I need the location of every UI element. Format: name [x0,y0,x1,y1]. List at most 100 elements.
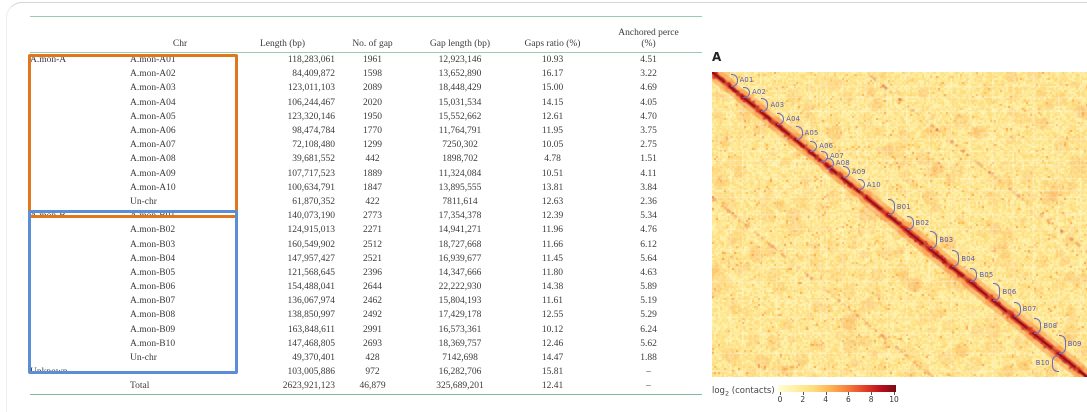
colorbar-tick-label: 0 [777,395,783,404]
table-cell-length: 2623,921,123 [282,381,335,392]
colorbar-tick-mark [894,392,895,395]
table-row: A.mon-A04 106,244,467 2020 15,031,534 14.15 4… [30,96,702,110]
table-cell-length: 107,717,523 [287,168,336,179]
table-cell-gaps_ratio: 11.61 [541,296,564,307]
table-row: A.mon-A07 72,108,480 1299 7250,302 10.05 2.75 [30,138,702,152]
table-cell-length: 39,681,552 [292,154,335,165]
table-cell-group [30,138,130,152]
table-row: A.mon-B04 147,957,427 2521 16,939,677 11.45 5… [30,252,702,266]
table-cell-anchored: 4.11 [640,168,657,179]
table-row: A.mon-A05 123,320,146 1950 15,552,662 12.61 4… [30,110,702,124]
colorbar-label: log2 (contacts) [712,386,775,398]
table-cell-gap_length: 7142,698 [442,353,478,364]
table-row: A.mon-B09 163,848,611 2991 16,573,361 10.12 6… [30,323,702,337]
hic-heatmap-panel: A A01 A02 A03 A04 A05 A06 A07 A08 A09 A10 B01 B02 B0… [712,50,1087,412]
table-cell-length: 118,283,061 [287,55,335,66]
table-cell-no_gap: 2991 [363,324,382,335]
table-cell-chr: Total [130,381,150,392]
table-cell-length: 61,870,352 [292,196,335,207]
table-cell-chr: A.mon-A08 [130,154,176,165]
table-cell-anchored: 6.24 [640,324,657,335]
table-cell-gap_length: 16,573,361 [438,324,482,335]
table-cell-gap_length: 1898,702 [442,154,478,165]
table-row: A.mon-A10 100,634,791 1847 13,895,555 13.81 3… [30,181,702,195]
table-cell-chr: A.mon-A06 [130,126,176,137]
table-cell-gaps_ratio: 4.78 [544,154,561,165]
table-row: Unknown – 103,005,886 972 16,282,706 15.81 – [30,365,702,379]
table-cell-group [30,124,130,138]
table-cell-anchored: 5.29 [640,310,657,321]
table-cell-no_gap: 442 [365,154,380,165]
table-row: A.mon-A09 107,717,523 1889 11,324,084 10.51 4… [30,167,702,181]
table-cell-length: 160,549,902 [287,239,336,250]
table-cell-gaps_ratio: 11.45 [541,253,564,264]
table-cell-chr: Un-chr [130,196,157,207]
table-cell-gaps_ratio: 16.17 [541,69,564,80]
table-row: A.mon-A02 84,409,872 1598 13,652,890 16.17 3.… [30,67,702,81]
table-cell-length: 136,067,974 [287,296,336,307]
table-cell-anchored: 3.22 [640,69,657,80]
table-cell-no_gap: 1598 [363,69,382,80]
table-cell-gap_length: 18,727,668 [438,239,482,250]
table-cell-gaps_ratio: 12.61 [541,111,564,122]
table-row: Un-chr 61,870,352 422 7811,614 12.63 2.36 [30,195,702,209]
table-cell-chr: A.mon-B08 [130,310,176,321]
table-row: A.mon-B06 154,488,041 2644 22,222,930 14.38 5… [30,280,702,294]
colorbar-tick-mark [848,392,850,395]
column-header: Length (bp) [259,38,306,49]
table-cell-gap_length: 16,282,706 [438,367,482,378]
colorbar-tick-mark [780,392,781,395]
table-cell-chr: A.mon-B06 [130,282,176,293]
table-cell-chr: A.mon-A03 [130,83,176,94]
table-cell-gaps_ratio: 10.12 [541,324,564,335]
table-cell-group [30,152,130,166]
table-cell-group [30,351,130,365]
table-cell-gap_length: 11,764,791 [438,126,482,137]
table-cell-gap_length: 16,939,677 [438,253,482,264]
table-cell-gap_length: 17,429,178 [438,310,482,321]
table-cell-length: 154,488,041 [287,282,336,293]
table-cell-anchored: 2.36 [640,196,657,207]
table-cell-anchored: 5.62 [640,338,657,349]
table-cell-chr: A.mon-B10 [130,338,176,349]
table-cell-anchored: 5.89 [640,282,657,293]
table-cell-group: A.mon-A [30,55,67,66]
colorbar-tick-mark [802,392,804,395]
table-row: A.mon-A06 98,474,784 1770 11,764,791 11.95 3.… [30,124,702,138]
table-cell-group [30,379,130,394]
table-cell-group [30,252,130,266]
table-cell-gaps_ratio: 12.63 [541,196,564,207]
genome-table: Chr Length (bp) No. of gap Gap length (bp) G… [30,16,702,395]
colorbar-tick-mark [825,392,827,395]
table-cell-gaps_ratio: 10.05 [541,140,564,151]
table-cell-no_gap: 428 [365,353,380,364]
column-header: Gaps ratio (%) [524,38,581,49]
table-cell-length: 98,474,784 [292,126,335,137]
table-cell-anchored: 3.75 [640,126,657,137]
table-row: A.mon-A A.mon-A01 118,283,061 1961 12,923,14… [30,53,702,68]
table-cell-chr: A.mon-A10 [130,182,176,193]
table-cell-group [30,167,130,181]
table-cell-gap_length: 14,347,666 [438,267,482,278]
table-cell-anchored: 4.51 [640,55,657,66]
table-cell-length: 123,011,103 [287,83,335,94]
hic-heatmap-canvas [712,72,1087,377]
table-cell-chr: A.mon-A01 [130,55,176,66]
table-cell-anchored: – [646,381,651,392]
table-cell-gaps_ratio: 11.95 [541,126,564,137]
table-cell-chr: Un-chr [130,353,157,364]
table-cell-no_gap: 1889 [363,168,382,179]
table-cell-gaps_ratio: 11.66 [541,239,564,250]
table-cell-chr: A.mon-B09 [130,324,176,335]
table-cell-group [30,294,130,308]
table-cell-anchored: 4.76 [640,225,657,236]
assembly-stats-table: Chr Length (bp) No. of gap Gap length (bp) G… [30,16,702,395]
table-cell-gaps_ratio: 10.51 [541,168,564,179]
table-cell-gap_length: 18,369,757 [438,338,482,349]
table-cell-chr: A.mon-B02 [130,225,176,236]
table-cell-group [30,96,130,110]
table-cell-length: 100,634,791 [287,182,336,193]
table-cell-length: 103,005,886 [287,367,336,378]
table-cell-no_gap: 1847 [363,182,382,193]
table-cell-gap_length: 15,804,193 [438,296,482,307]
